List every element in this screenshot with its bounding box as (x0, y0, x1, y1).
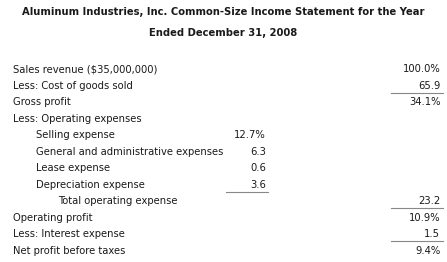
Text: Ended December 31, 2008: Ended December 31, 2008 (149, 28, 298, 37)
Text: 6.3: 6.3 (250, 147, 266, 157)
Text: Less: Operating expenses: Less: Operating expenses (13, 114, 142, 124)
Text: 23.2: 23.2 (418, 196, 440, 206)
Text: Less: Cost of goods sold: Less: Cost of goods sold (13, 81, 133, 91)
Text: 1.5: 1.5 (424, 229, 440, 239)
Text: Lease expense: Lease expense (36, 163, 110, 173)
Text: Selling expense: Selling expense (36, 130, 114, 140)
Text: 10.9%: 10.9% (409, 213, 440, 223)
Text: Gross profit: Gross profit (13, 97, 71, 107)
Text: Aluminum Industries, Inc. Common-Size Income Statement for the Year: Aluminum Industries, Inc. Common-Size In… (22, 7, 425, 17)
Text: Less: Interest expense: Less: Interest expense (13, 229, 125, 239)
Text: Operating profit: Operating profit (13, 213, 93, 223)
Text: Total operating expense: Total operating expense (58, 196, 177, 206)
Text: 0.6: 0.6 (250, 163, 266, 173)
Text: Net profit before taxes: Net profit before taxes (13, 246, 126, 256)
Text: 34.1%: 34.1% (409, 97, 440, 107)
Text: Depreciation expense: Depreciation expense (36, 180, 145, 190)
Text: 100.0%: 100.0% (403, 64, 440, 74)
Text: 12.7%: 12.7% (234, 130, 266, 140)
Text: 65.9: 65.9 (418, 81, 440, 91)
Text: General and administrative expenses: General and administrative expenses (36, 147, 223, 157)
Text: 9.4%: 9.4% (415, 246, 440, 256)
Text: 3.6: 3.6 (250, 180, 266, 190)
Text: Sales revenue ($35,000,000): Sales revenue ($35,000,000) (13, 64, 158, 74)
